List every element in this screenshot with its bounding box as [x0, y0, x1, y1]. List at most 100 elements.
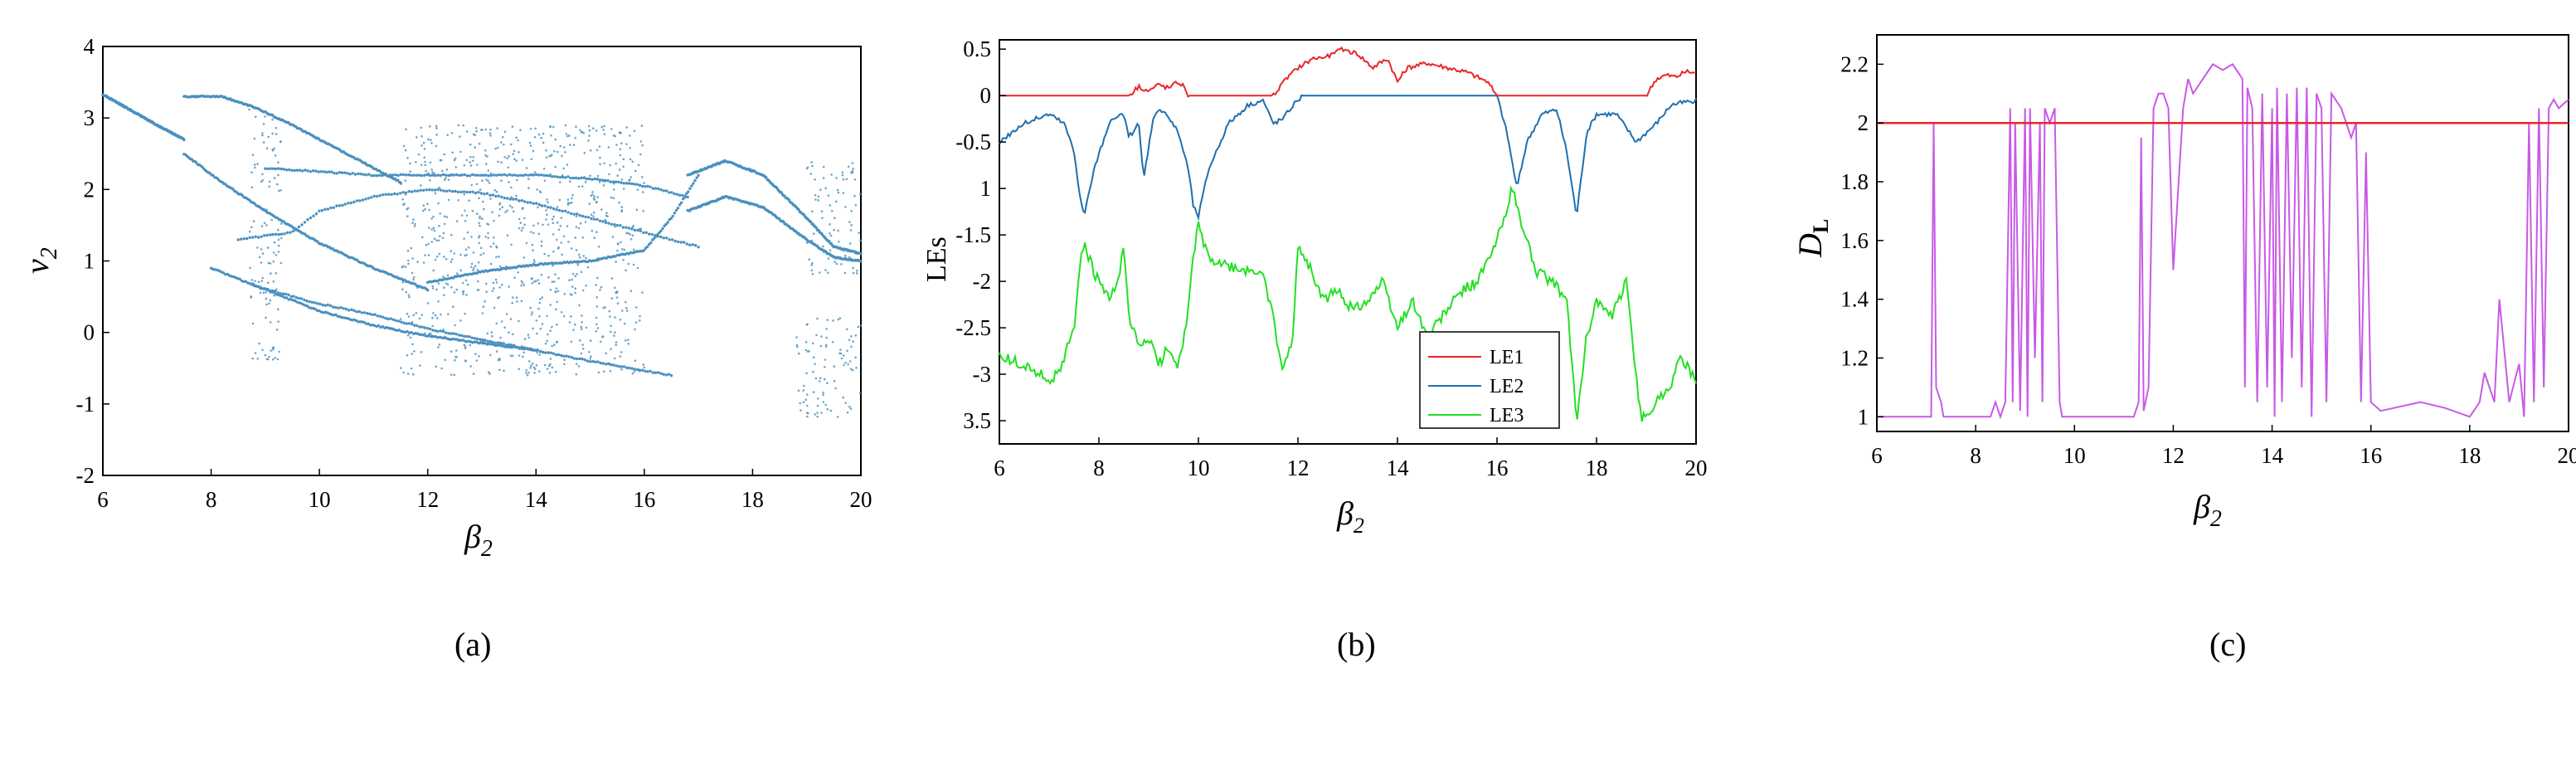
bifurcation-point: [255, 285, 259, 288]
chaotic-point: [814, 193, 817, 197]
chaotic-point: [591, 127, 595, 129]
bifurcation-point: [668, 238, 671, 241]
panel-a-xtick-label: 6: [97, 487, 109, 512]
chaotic-point: [477, 236, 480, 239]
bifurcation-point: [520, 345, 523, 348]
bifurcation-point: [534, 173, 538, 177]
chaotic-point: [549, 329, 552, 332]
chaotic-point: [503, 130, 507, 134]
bifurcation-point: [459, 190, 463, 194]
chaotic-point: [273, 147, 276, 150]
chaotic-point: [614, 286, 616, 290]
bifurcation-point: [341, 171, 344, 174]
bifurcation-point: [541, 350, 545, 354]
chaotic-point: [571, 272, 575, 275]
bifurcation-point: [436, 188, 440, 192]
chaotic-point: [431, 316, 434, 319]
bifurcation-point: [336, 314, 339, 318]
chaotic-point: [561, 354, 563, 357]
chaotic-point: [819, 377, 822, 380]
bifurcation-point: [447, 173, 450, 178]
chaotic-point: [500, 344, 503, 348]
chaotic-point: [542, 132, 545, 135]
chaotic-point: [545, 149, 547, 152]
chaotic-point: [804, 398, 808, 402]
chaotic-point: [552, 250, 555, 253]
panel-b-ytick-label: -2: [973, 269, 992, 294]
bifurcation-point: [588, 360, 592, 363]
chaotic-point: [830, 173, 833, 176]
bifurcation-point: [414, 332, 417, 335]
chaotic-point: [251, 357, 255, 360]
chaotic-point: [575, 226, 578, 228]
chaotic-point: [474, 353, 477, 355]
chaotic-point: [469, 143, 472, 146]
chaotic-point: [518, 354, 521, 357]
bifurcation-point: [561, 175, 565, 179]
chaotic-point: [814, 413, 816, 416]
chaotic-point: [633, 248, 635, 251]
bifurcation-point: [459, 334, 464, 337]
chaotic-point: [827, 194, 830, 197]
panel-c-xlabel: β2: [2193, 488, 2222, 532]
panel-a-data: [101, 93, 863, 418]
chaotic-point: [509, 354, 513, 358]
chaotic-point: [520, 280, 523, 283]
chaotic-point: [487, 236, 489, 240]
chaotic-point: [275, 133, 278, 135]
chaotic-point: [546, 314, 548, 318]
chaotic-point: [533, 171, 537, 173]
bifurcation-point: [651, 238, 654, 241]
bifurcation-point: [494, 194, 498, 198]
chaotic-point: [601, 335, 604, 339]
bifurcation-point: [334, 305, 338, 309]
chaotic-point: [503, 156, 506, 158]
chaotic-point: [506, 157, 508, 159]
chaotic-point: [438, 252, 441, 256]
chaotic-point: [796, 345, 799, 348]
chaotic-point: [411, 257, 415, 260]
chaotic-point: [441, 275, 445, 278]
bifurcation-point: [285, 231, 289, 235]
chaotic-point: [840, 357, 843, 360]
bifurcation-point: [367, 197, 370, 200]
bifurcation-point: [417, 173, 421, 177]
bifurcation-point: [318, 309, 321, 313]
chaotic-point: [420, 184, 422, 187]
chaotic-point: [858, 231, 860, 234]
chaotic-point: [446, 134, 449, 137]
chaotic-point: [446, 274, 450, 277]
chaotic-point: [546, 368, 549, 370]
bifurcation-point: [567, 355, 571, 358]
panel-c-ytick-label: 1.2: [1840, 345, 1869, 370]
bifurcation-point: [594, 360, 597, 363]
chaotic-point: [530, 364, 532, 368]
chaotic-point: [579, 339, 581, 342]
bifurcation-point: [627, 227, 631, 230]
panel-a-ylabel: v2: [18, 247, 62, 274]
chaotic-point: [602, 184, 605, 187]
chaotic-point: [599, 156, 601, 159]
chaotic-point: [270, 290, 272, 293]
chaotic-point: [819, 188, 822, 192]
chaotic-point: [515, 194, 518, 197]
panel-b-xtick-label: 14: [1387, 456, 1410, 480]
bifurcation-point: [471, 190, 474, 193]
chaotic-point: [536, 348, 539, 351]
bifurcation-point: [262, 234, 266, 237]
chaotic-point: [407, 259, 410, 262]
chaotic-point: [833, 365, 836, 368]
chaotic-point: [437, 202, 440, 205]
chaotic-point: [488, 371, 490, 373]
chaotic-point: [450, 258, 454, 261]
bifurcation-point: [350, 308, 353, 311]
chaotic-point: [494, 147, 497, 150]
bifurcation-point: [576, 357, 579, 361]
chaotic-point: [557, 290, 560, 293]
chaotic-point: [805, 412, 809, 414]
bifurcation-point: [260, 235, 263, 238]
chaotic-point: [440, 169, 444, 173]
chaotic-point: [485, 290, 488, 294]
chaotic-point: [418, 317, 421, 320]
chaotic-point: [489, 197, 492, 200]
